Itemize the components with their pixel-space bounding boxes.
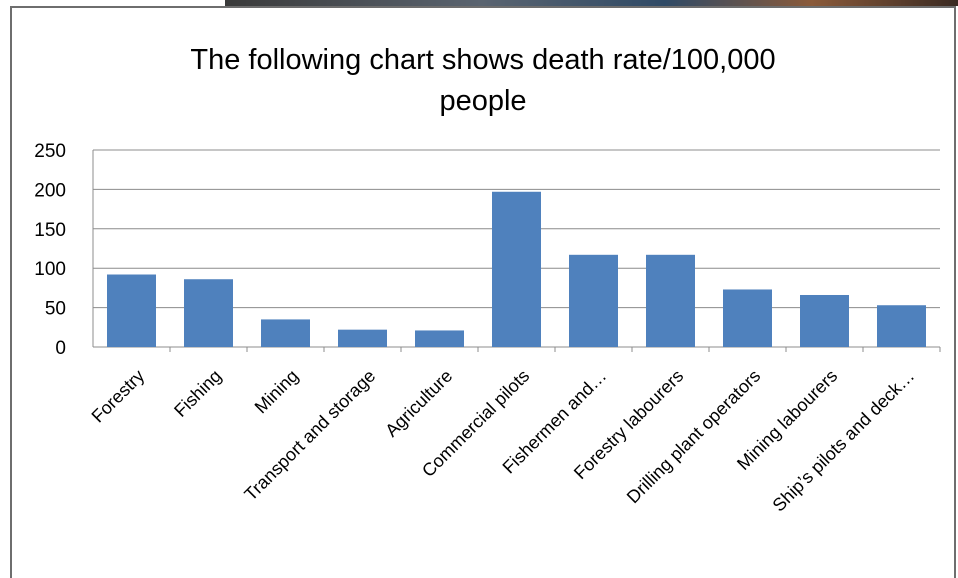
bar (261, 319, 310, 347)
bar (415, 330, 464, 347)
chart-container: The following chart shows death rate/100… (10, 6, 956, 578)
y-tick-label: 250 (34, 141, 66, 162)
bar (800, 294, 849, 347)
y-tick-label: 0 (55, 338, 66, 359)
x-tick-label: Agriculture (381, 366, 456, 441)
x-tick-label: Drilling plant operators (623, 366, 764, 507)
bar (107, 274, 156, 347)
x-tick-label: Mining (251, 366, 303, 418)
y-tick-label: 100 (34, 259, 66, 280)
bar (492, 191, 541, 347)
bar (646, 254, 695, 347)
y-tick-label: 50 (45, 299, 66, 320)
chart-title: The following chart shows death rate/100… (12, 40, 954, 122)
bar (877, 305, 926, 347)
bar (723, 289, 772, 347)
bar (569, 254, 618, 347)
chart-title-line-2: people (439, 85, 527, 117)
x-tick-label: Forestry (88, 366, 149, 427)
x-tick-label: Transport and storage (240, 366, 379, 505)
bar (338, 329, 387, 347)
y-tick-label: 200 (34, 180, 66, 201)
x-tick-label: Ship’s pilots and deck… (769, 366, 919, 516)
bar (184, 279, 233, 347)
chart-title-line-1: The following chart shows death rate/100… (190, 44, 776, 76)
x-tick-label: Fishing (170, 366, 225, 421)
y-tick-label: 150 (34, 220, 66, 241)
background-photo-strip (225, 0, 958, 6)
